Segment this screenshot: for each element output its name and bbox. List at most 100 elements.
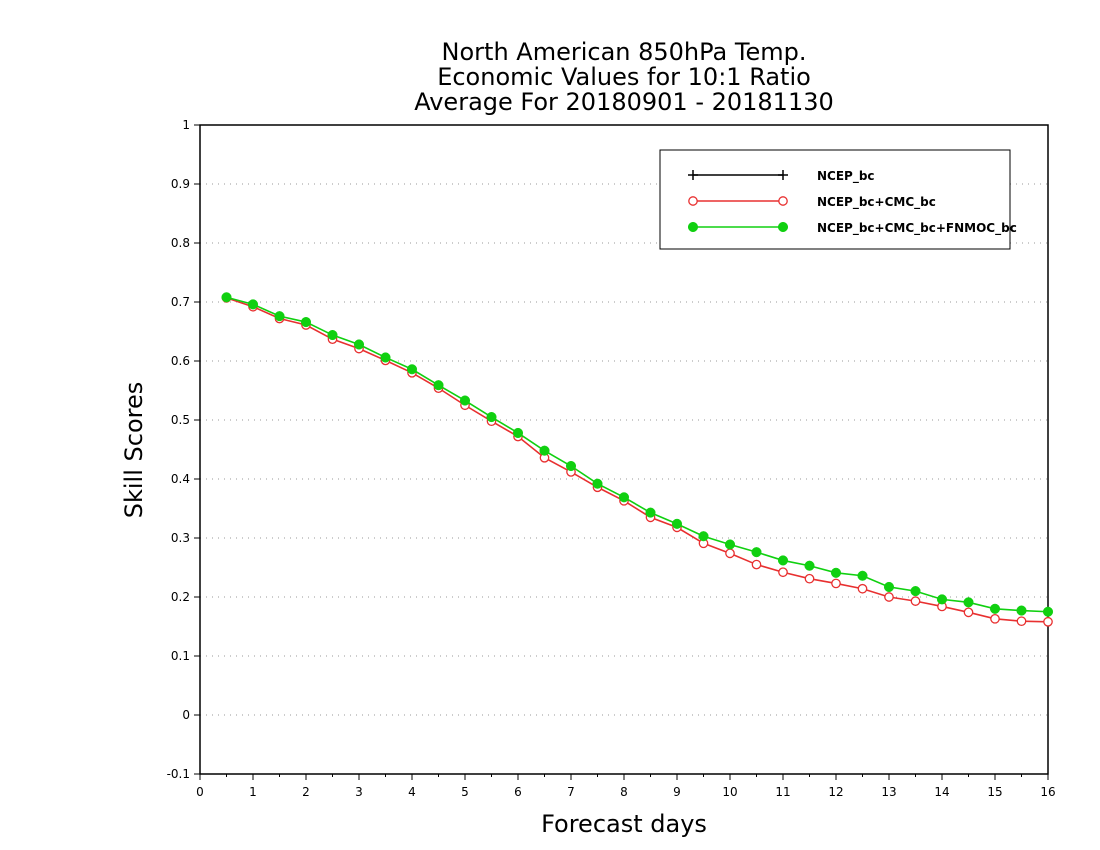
data-point [486, 412, 497, 423]
data-point [989, 603, 1001, 614]
y-tick-label: 0.2 [171, 590, 190, 604]
data-point [725, 548, 735, 559]
legend-marker [778, 196, 788, 206]
legend-entry: NCEP_bc+CMC_bc+FNMOC_bc [687, 221, 1017, 236]
data-point [831, 578, 841, 589]
x-tick-label: 0 [196, 785, 204, 799]
data-point [778, 567, 788, 578]
data-point [592, 478, 603, 489]
x-tick-label: 7 [567, 785, 575, 799]
x-tick-label: 9 [673, 785, 681, 799]
x-tick-label: 1 [249, 785, 257, 799]
data-point [910, 596, 921, 606]
y-axis: -0.1 0 0.1 0.2 0.3 0.4 0.5 0.6 0.7 0.8 0.9 1 [167, 118, 200, 781]
x-tick-label: 12 [828, 785, 843, 799]
data-point [353, 339, 365, 350]
data-point [777, 555, 789, 566]
y-tick-label: 0.7 [171, 295, 190, 309]
x-tick-label: 5 [461, 785, 469, 799]
legend-label: NCEP_bc+CMC_bc+FNMOC_bc [817, 221, 1017, 236]
data-point [1016, 605, 1027, 616]
data-point [804, 560, 815, 571]
y-axis-label: Skill Scores [120, 382, 148, 519]
x-tick-label: 3 [355, 785, 363, 799]
x-tick-label: 6 [514, 785, 522, 799]
data-point [1042, 606, 1054, 617]
x-tick-label: 15 [987, 785, 1002, 799]
y-tick-label: 0.5 [171, 413, 190, 427]
x-tick-label: 4 [408, 785, 416, 799]
data-point [990, 613, 1000, 624]
x-tick-label: 10 [722, 785, 737, 799]
data-point [221, 292, 232, 303]
data-point [459, 395, 471, 406]
y-tick-label: -0.1 [167, 767, 190, 781]
x-tick-label: 14 [934, 785, 949, 799]
x-axis-label: Forecast days [541, 810, 707, 838]
y-tick-label: 1 [182, 118, 190, 132]
series-line [226, 297, 1049, 623]
x-tick-label: 8 [620, 785, 628, 799]
data-point [274, 311, 285, 322]
title-line-2: Economic Values for 10:1 Ratio [437, 63, 811, 91]
data-point [433, 380, 444, 391]
legend-marker [777, 221, 789, 233]
legend-label: NCEP_bc [817, 169, 875, 184]
grid [200, 183, 1048, 716]
data-point [645, 507, 656, 518]
y-tick-label: 0.8 [171, 236, 190, 250]
data-point [724, 539, 736, 550]
data-point [618, 492, 630, 503]
legend-marker [688, 196, 698, 206]
series-layer [221, 292, 1054, 627]
data-point [565, 460, 577, 472]
y-tick-label: 0.9 [171, 177, 190, 191]
chart-title: North American 850hPa Temp. Economic Val… [414, 38, 834, 116]
title-line-1: North American 850hPa Temp. [442, 38, 807, 66]
data-point [380, 352, 391, 363]
data-point [963, 597, 974, 608]
series-line [226, 296, 1049, 613]
legend-box [659, 149, 1011, 250]
data-point [910, 586, 921, 597]
y-tick-label: 0.1 [171, 649, 190, 663]
title-line-3: Average For 20180901 - 20181130 [414, 88, 834, 116]
data-point [512, 427, 524, 439]
x-tick-label: 13 [881, 785, 896, 799]
data-point [671, 518, 683, 529]
x-tick-label: 2 [302, 785, 310, 799]
legend-label: NCEP_bc+CMC_bc [817, 195, 936, 210]
y-tick-label: 0.3 [171, 531, 190, 545]
data-point [698, 531, 709, 542]
data-point [327, 329, 338, 341]
data-point [857, 570, 868, 581]
legend: NCEP_bc NCEP_bc+CMC_bc NCEP_bc+CMC_bc+FNMO… [659, 149, 1017, 250]
series-2 [221, 293, 1053, 627]
data-point [804, 573, 815, 584]
series-3 [221, 292, 1054, 617]
data-point [751, 559, 762, 570]
legend-entry: NCEP_bc [688, 169, 875, 184]
x-tick-label: 11 [775, 785, 790, 799]
data-point [406, 364, 418, 375]
x-axis: 0 1 2 3 4 5 6 7 8 9 10 11 12 13 14 15 16 [196, 774, 1056, 799]
legend-marker [778, 170, 788, 180]
data-point [1016, 616, 1027, 627]
data-point [247, 299, 259, 310]
y-tick-label: 0.6 [171, 354, 190, 368]
data-point [857, 583, 868, 594]
data-point [300, 317, 312, 328]
x-tick-label: 16 [1040, 785, 1055, 799]
legend-entries: NCEP_bc NCEP_bc+CMC_bc NCEP_bc+CMC_bc+FNMO… [687, 169, 1017, 236]
data-point [830, 567, 842, 578]
data-point [751, 547, 762, 558]
data-point [539, 445, 550, 456]
legend-entry: NCEP_bc+CMC_bc [688, 195, 936, 210]
legend-marker [688, 170, 698, 180]
data-point [936, 594, 948, 605]
data-point [1043, 616, 1053, 627]
data-point [884, 592, 894, 602]
y-tick-label: 0.4 [171, 472, 190, 486]
data-point [963, 607, 974, 618]
